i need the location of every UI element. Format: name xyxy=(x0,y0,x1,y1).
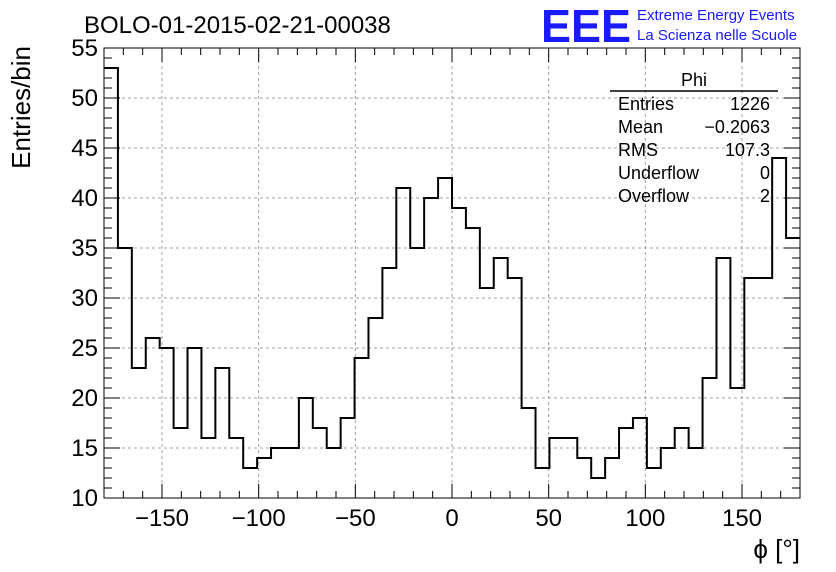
histogram-line xyxy=(104,67,800,479)
x-tick-label: 150 xyxy=(722,505,762,532)
stats-value-entries: 1226 xyxy=(730,94,770,114)
y-axis-label: Entries/bin xyxy=(6,46,36,169)
stats-value-underflow: 0 xyxy=(760,163,770,183)
y-tick-label: 40 xyxy=(71,185,98,212)
y-tick-label: 55 xyxy=(71,35,98,62)
x-tick-label: 50 xyxy=(535,505,562,532)
logo-line-1: Extreme Energy Events xyxy=(637,7,795,24)
x-axis-label: ϕ [°] xyxy=(753,534,800,564)
stats-label-entries: Entries xyxy=(618,94,674,114)
y-tick-label: 15 xyxy=(71,435,98,462)
stats-label-mean: Mean xyxy=(618,117,663,137)
x-tick-label: 0 xyxy=(445,505,458,532)
y-tick-labels: 10 15 20 25 30 35 40 45 50 55 xyxy=(71,35,98,512)
y-tick-label: 50 xyxy=(71,85,98,112)
stats-value-mean: −0.2063 xyxy=(704,117,770,137)
stats-label-overflow: Overflow xyxy=(618,186,690,206)
stats-value-rms: 107.3 xyxy=(725,140,770,160)
plot-frame xyxy=(103,47,801,499)
stats-label-underflow: Underflow xyxy=(618,163,700,183)
y-tick-label: 45 xyxy=(71,135,98,162)
grid-lines xyxy=(104,48,800,498)
stats-title: Phi xyxy=(681,70,707,90)
y-tick-label: 25 xyxy=(71,335,98,362)
stats-box: Phi Entries 1226 Mean −0.2063 RMS 107.3 … xyxy=(610,70,778,206)
logo-line-2: La Scienza nelle Scuole xyxy=(637,27,797,44)
run-title: BOLO-01-2015-02-21-00038 xyxy=(84,12,391,39)
y-tick-label: 20 xyxy=(71,385,98,412)
x-tick-label: −100 xyxy=(232,505,286,532)
x-tick-label: −50 xyxy=(335,505,376,532)
x-tick-label: −150 xyxy=(135,505,189,532)
y-tick-label: 10 xyxy=(71,485,98,512)
y-tick-label: 35 xyxy=(71,235,98,262)
stats-label-rms: RMS xyxy=(618,140,658,160)
x-tick-label: 100 xyxy=(625,505,665,532)
stats-value-overflow: 2 xyxy=(760,186,770,206)
y-tick-label: 30 xyxy=(71,285,98,312)
eee-logo: EEE xyxy=(541,0,631,52)
x-tick-labels: −150 −100 −50 0 50 100 150 xyxy=(135,505,762,532)
